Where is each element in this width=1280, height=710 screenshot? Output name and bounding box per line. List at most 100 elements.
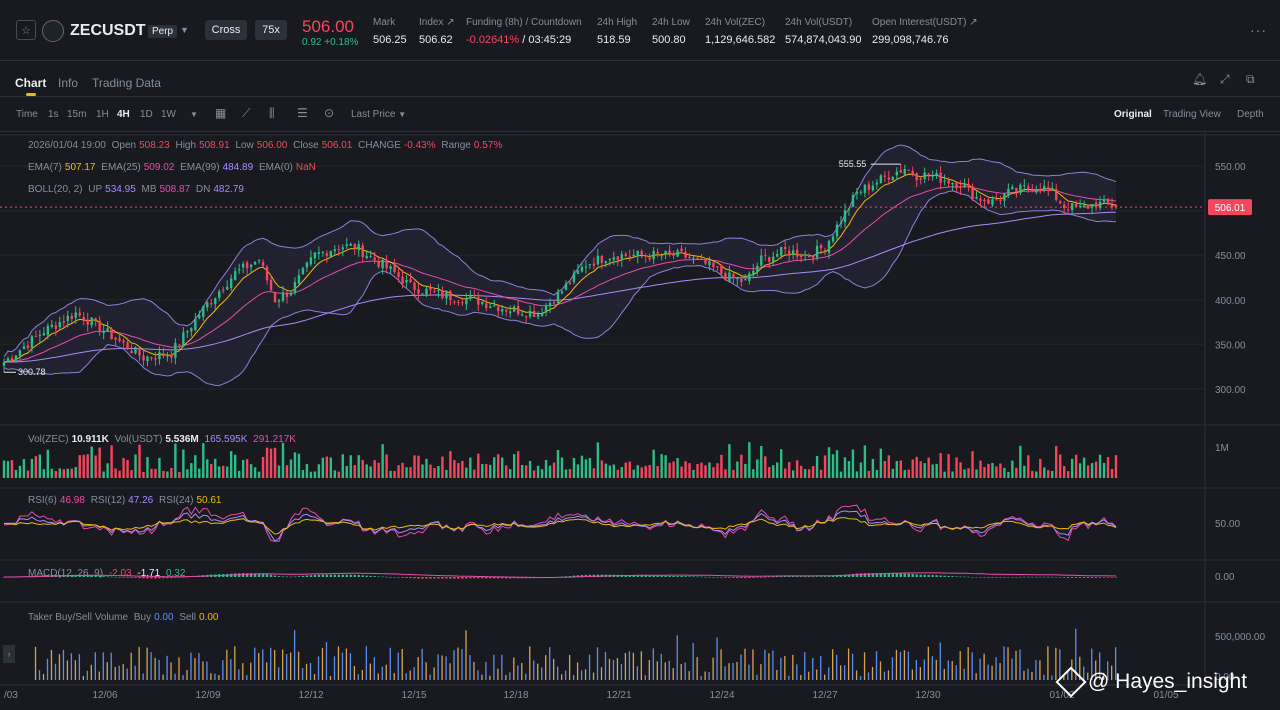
volume-bar: [524, 465, 528, 478]
volume-bar: [1051, 470, 1054, 478]
collapse-panel-chevron-icon[interactable]: ›: [3, 645, 15, 663]
taker-volume-bar: [600, 667, 603, 680]
macd-hist-bar: [776, 576, 779, 578]
price-chart[interactable]: 300.00350.00400.00450.00500.00550.00506.…: [0, 132, 1280, 710]
time-tick-label: /03: [4, 690, 18, 701]
taker-volume-bar: [836, 654, 838, 680]
leverage-button[interactable]: 75x: [255, 20, 287, 40]
view-trading-view[interactable]: Trading View: [1163, 109, 1221, 120]
price-tick-label: 550.00: [1215, 162, 1246, 173]
more-options-icon[interactable]: ···: [1250, 22, 1267, 38]
candle-body: [783, 247, 787, 250]
taker-volume-bar: [278, 667, 280, 680]
macd-hist-bar: [787, 576, 791, 577]
interval-1h[interactable]: 1H: [96, 109, 109, 120]
settings-icon[interactable]: ⊙: [324, 106, 335, 120]
macd-hist-bar: [875, 573, 879, 577]
tab-chart[interactable]: Chart: [15, 76, 47, 90]
drawing-tools-icon[interactable]: ☰: [297, 106, 308, 120]
external-link-icon[interactable]: ↗: [969, 17, 978, 28]
macd-hist-bar: [1090, 577, 1094, 578]
candle-body: [409, 279, 412, 283]
candle-body: [748, 273, 751, 282]
candle-type-icon[interactable]: ⫼: [269, 106, 275, 120]
candle-body: [1062, 204, 1066, 209]
volume-bar: [78, 455, 81, 478]
tab-trading-data[interactable]: Trading Data: [92, 76, 161, 90]
volume-bar: [241, 459, 245, 478]
volume-bar: [891, 468, 894, 478]
view-original[interactable]: Original: [1114, 109, 1152, 120]
candle-body: [501, 309, 504, 312]
taker-volume-bar: [509, 672, 511, 680]
taker-volume-bar: [1063, 674, 1065, 680]
interval-4h[interactable]: 4H: [117, 109, 130, 120]
external-link-icon[interactable]: ↗: [446, 17, 455, 28]
favorite-star-icon[interactable]: ☆: [16, 20, 36, 40]
interval-15m[interactable]: 15m: [67, 109, 87, 120]
macd-hist-bar: [995, 577, 998, 578]
view-depth[interactable]: Depth: [1237, 109, 1264, 120]
candle-body: [190, 328, 193, 332]
candle-body: [787, 250, 791, 256]
volume-bar: [1007, 471, 1010, 478]
macd-hist-bar: [469, 577, 472, 579]
alert-bell-icon[interactable]: 🔔︎: [1192, 72, 1208, 86]
candle-body: [389, 266, 392, 269]
candle-body: [54, 325, 58, 329]
interval-time[interactable]: Time: [16, 109, 38, 120]
volume-bar: [6, 461, 10, 478]
expand-icon[interactable]: ⤢: [1220, 72, 1230, 86]
popout-icon[interactable]: ⧉: [1246, 72, 1255, 86]
candle-body: [46, 325, 50, 335]
candle-body: [636, 250, 639, 257]
candle-body: [867, 184, 871, 190]
taker-volume-bar: [931, 656, 933, 680]
tab-info[interactable]: Info: [58, 76, 79, 90]
macd-hist-bar: [150, 577, 153, 579]
taker-volume-bar: [405, 673, 407, 680]
volume-bar: [457, 462, 460, 478]
candle-body: [799, 255, 803, 257]
interval-dropdown-chevron-icon[interactable]: ▼: [190, 110, 198, 119]
time-tick-label: 12/24: [709, 690, 734, 701]
volume-bar: [22, 459, 26, 478]
interval-1d[interactable]: 1D: [140, 109, 153, 120]
macd-hist-bar: [1055, 577, 1058, 578]
candle-body: [114, 337, 117, 340]
volume-bar: [345, 466, 348, 478]
candle-body: [931, 175, 934, 177]
macd-hist-bar: [361, 575, 364, 577]
volume-bar: [413, 455, 416, 478]
candle-body: [684, 252, 687, 258]
taker-volume-bar: [90, 664, 92, 680]
macd-hist-bar: [106, 576, 109, 577]
candle-body: [1035, 189, 1038, 193]
price-type-select[interactable]: Last Price ▼: [351, 109, 406, 120]
volume-bar: [34, 456, 38, 478]
symbol-dropdown-chevron-icon[interactable]: ▼: [180, 25, 189, 35]
volume-bar: [887, 455, 891, 478]
interval-1w[interactable]: 1W: [161, 109, 176, 120]
macd-hist-bar: [1086, 577, 1090, 578]
indicator-icon[interactable]: ⟋: [242, 106, 251, 120]
volume-bar: [277, 465, 281, 478]
interval-1s[interactable]: 1s: [48, 109, 59, 120]
macd-hist-bar: [397, 577, 400, 578]
calendar-icon[interactable]: ▦: [215, 106, 227, 120]
taker-volume-bar: [1011, 658, 1013, 680]
margin-mode-button[interactable]: Cross: [205, 20, 247, 40]
taker-volume-bar: [899, 651, 902, 680]
stat-value: 518.59: [597, 34, 631, 46]
candle-body: [628, 256, 631, 258]
candle-body: [947, 180, 950, 184]
symbol-name[interactable]: ZECUSDT: [70, 22, 146, 39]
taker-volume-bar: [553, 658, 555, 680]
taker-volume-bar: [588, 654, 591, 680]
price-tick-label: 350.00: [1215, 340, 1246, 351]
taker-volume-bar: [568, 654, 571, 680]
taker-volume-bar: [341, 652, 344, 680]
macd-hist-bar: [799, 576, 803, 577]
volume-bar: [341, 454, 344, 478]
volume-bar: [353, 465, 356, 478]
